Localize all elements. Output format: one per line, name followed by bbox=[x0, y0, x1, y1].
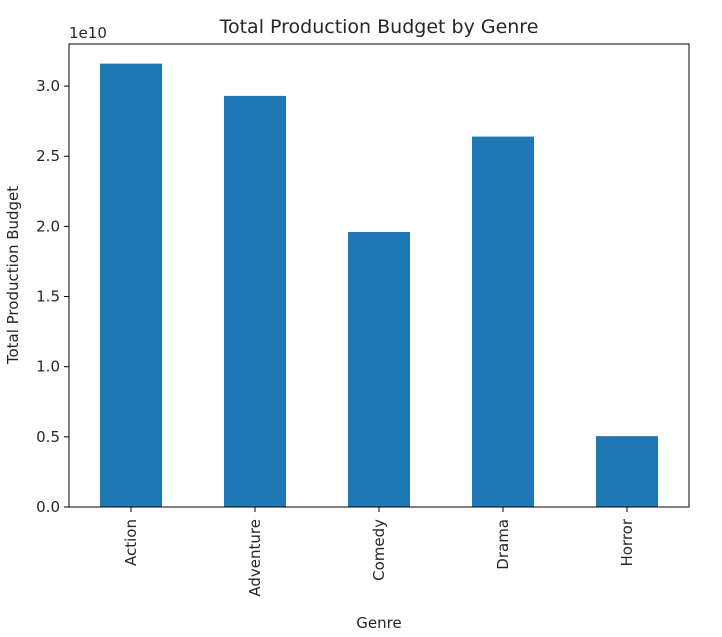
x-tick-label: Comedy bbox=[370, 519, 388, 581]
x-tick-label: Drama bbox=[494, 519, 512, 570]
y-tick-label: 1.0 bbox=[36, 358, 60, 376]
y-tick-label: 3.0 bbox=[36, 77, 60, 95]
y-tick-label: 2.0 bbox=[36, 217, 60, 235]
y-tick-label: 0.5 bbox=[36, 428, 60, 446]
plot-area: 0.0 0.5 1.0 1.5 2.0 2.5 3.0 Action Adventure Come… bbox=[36, 43, 690, 597]
y-tick-label: 1.5 bbox=[36, 288, 60, 306]
bar-drama bbox=[472, 136, 534, 507]
y-axis-label: Total Production Budget bbox=[4, 186, 22, 365]
y-tick-label: 0.0 bbox=[36, 498, 60, 516]
x-tick-label: Action bbox=[122, 519, 140, 566]
x-tick-label: Adventure bbox=[246, 519, 264, 597]
bar-comedy bbox=[348, 232, 410, 508]
bar-horror bbox=[596, 436, 658, 507]
chart-title: Total Production Budget by Genre bbox=[219, 16, 539, 38]
y-axis-offset-label: 1e10 bbox=[69, 24, 107, 42]
y-tick-label: 2.5 bbox=[36, 147, 60, 165]
x-tick-label: Horror bbox=[618, 518, 636, 566]
bar-adventure bbox=[224, 95, 286, 508]
x-axis-label: Genre bbox=[356, 614, 401, 632]
bar-action bbox=[100, 63, 162, 507]
